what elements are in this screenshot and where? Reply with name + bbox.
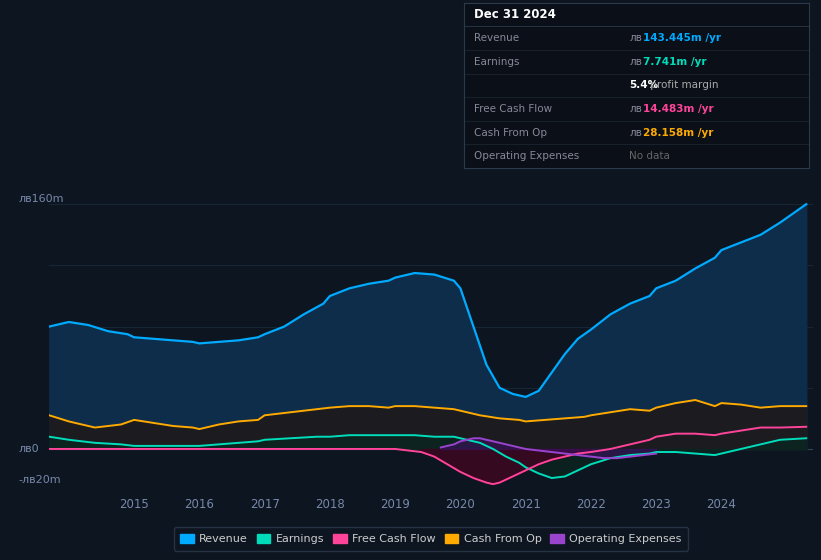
Legend: Revenue, Earnings, Free Cash Flow, Cash From Op, Operating Expenses: Revenue, Earnings, Free Cash Flow, Cash …: [174, 527, 688, 550]
Text: 14.483m /yr: 14.483m /yr: [643, 104, 713, 114]
Text: No data: No data: [630, 151, 670, 161]
Text: лв: лв: [630, 33, 642, 43]
Text: лв160m: лв160m: [19, 194, 64, 204]
Text: лв: лв: [630, 128, 642, 138]
Text: 5.4%: 5.4%: [630, 81, 658, 90]
Text: Revenue: Revenue: [475, 33, 520, 43]
Text: лв: лв: [630, 57, 642, 67]
Text: 143.445m /yr: 143.445m /yr: [643, 33, 721, 43]
Text: Free Cash Flow: Free Cash Flow: [475, 104, 553, 114]
Text: Operating Expenses: Operating Expenses: [475, 151, 580, 161]
Text: -лв20m: -лв20m: [19, 474, 62, 484]
Text: Cash From Op: Cash From Op: [475, 128, 548, 138]
Text: Dec 31 2024: Dec 31 2024: [475, 8, 556, 21]
Text: лв0: лв0: [19, 444, 39, 454]
Text: Earnings: Earnings: [475, 57, 520, 67]
Text: profit margin: profit margin: [647, 81, 718, 90]
Text: 28.158m /yr: 28.158m /yr: [643, 128, 713, 138]
Text: 7.741m /yr: 7.741m /yr: [643, 57, 707, 67]
Text: лв: лв: [630, 104, 642, 114]
